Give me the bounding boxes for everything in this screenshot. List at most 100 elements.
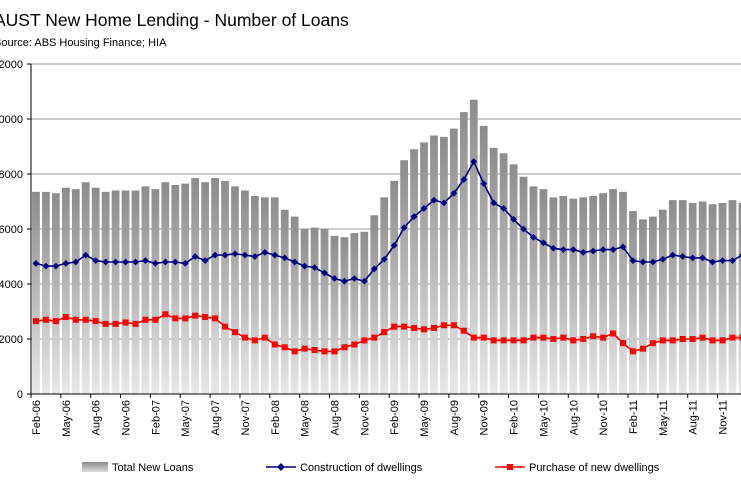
bar-total-new-loans bbox=[678, 200, 687, 394]
bar-total-new-loans bbox=[221, 180, 229, 394]
point-purchase-of-new-dwellings bbox=[381, 329, 388, 336]
point-purchase-of-new-dwellings bbox=[222, 323, 229, 330]
x-tick-label: May-08 bbox=[300, 400, 312, 437]
point-construction-of-dwellings bbox=[122, 258, 129, 266]
bar-total-new-loans bbox=[410, 149, 418, 394]
point-construction-of-dwellings bbox=[211, 251, 219, 259]
point-purchase-of-new-dwellings bbox=[371, 334, 378, 341]
point-purchase-of-new-dwellings bbox=[202, 314, 209, 320]
bar-total-new-loans bbox=[51, 193, 60, 394]
x-tick-label: Feb-10 bbox=[509, 400, 521, 435]
bar-total-new-loans bbox=[61, 187, 70, 394]
point-construction-of-dwellings bbox=[559, 246, 567, 254]
point-construction-of-dwellings bbox=[191, 253, 199, 260]
point-purchase-of-new-dwellings bbox=[52, 318, 59, 325]
bar-total-new-loans bbox=[499, 153, 508, 394]
point-construction-of-dwellings bbox=[331, 275, 338, 282]
point-purchase-of-new-dwellings bbox=[590, 333, 597, 340]
point-construction-of-dwellings bbox=[261, 248, 269, 256]
point-purchase-of-new-dwellings bbox=[42, 316, 49, 323]
point-construction-of-dwellings bbox=[281, 254, 289, 262]
bar-total-new-loans bbox=[539, 189, 548, 394]
y-tick-label: 6000 bbox=[0, 224, 23, 236]
bar-total-new-loans bbox=[81, 182, 90, 394]
point-purchase-of-new-dwellings bbox=[719, 337, 726, 344]
bar-total-new-loans bbox=[121, 190, 130, 394]
bar-total-new-loans bbox=[131, 190, 140, 394]
bar-total-new-loans bbox=[708, 204, 717, 394]
point-purchase-of-new-dwellings bbox=[510, 337, 517, 344]
y-tick-label: 4000 bbox=[0, 279, 23, 291]
point-construction-of-dwellings bbox=[669, 251, 677, 259]
point-purchase-of-new-dwellings bbox=[361, 337, 368, 344]
point-construction-of-dwellings bbox=[569, 246, 577, 254]
point-purchase-of-new-dwellings bbox=[709, 337, 716, 344]
point-purchase-of-new-dwellings bbox=[182, 315, 189, 322]
point-purchase-of-new-dwellings bbox=[440, 322, 447, 329]
bar-total-new-loans bbox=[32, 191, 40, 394]
point-purchase-of-new-dwellings bbox=[231, 329, 238, 336]
y-tick-label: 8000 bbox=[0, 169, 23, 181]
point-construction-of-dwellings bbox=[271, 251, 279, 259]
bar-total-new-loans bbox=[440, 136, 448, 394]
point-construction-of-dwellings bbox=[500, 204, 508, 212]
y-tick-label: 2000 bbox=[0, 334, 23, 346]
bar-total-new-loans bbox=[688, 202, 697, 394]
point-construction-of-dwellings bbox=[480, 180, 488, 188]
bar-total-new-loans bbox=[449, 128, 458, 394]
point-construction-of-dwellings bbox=[450, 189, 458, 197]
bar-total-new-loans bbox=[201, 182, 210, 394]
point-construction-of-dwellings bbox=[410, 213, 418, 221]
point-purchase-of-new-dwellings bbox=[490, 337, 497, 344]
point-construction-of-dwellings bbox=[132, 258, 139, 266]
point-construction-of-dwellings bbox=[231, 250, 239, 258]
point-construction-of-dwellings bbox=[659, 255, 667, 263]
point-purchase-of-new-dwellings bbox=[629, 348, 636, 355]
point-construction-of-dwellings bbox=[390, 242, 398, 249]
bar-total-new-loans bbox=[569, 198, 578, 394]
bar-total-new-loans bbox=[340, 237, 349, 394]
x-tick-label: May-10 bbox=[538, 400, 550, 437]
legend-swatch-total-new-loans bbox=[82, 462, 108, 472]
x-tick-label: Nov-06 bbox=[121, 400, 133, 435]
bar-total-new-loans bbox=[609, 189, 617, 394]
line-series bbox=[32, 158, 741, 355]
point-construction-of-dwellings bbox=[540, 239, 547, 247]
point-purchase-of-new-dwellings bbox=[649, 340, 656, 347]
point-purchase-of-new-dwellings bbox=[401, 323, 408, 330]
point-construction-of-dwellings bbox=[609, 246, 617, 254]
point-construction-of-dwellings bbox=[629, 257, 637, 265]
x-tick-label: Aug-09 bbox=[449, 400, 461, 435]
bar-total-new-loans bbox=[111, 190, 120, 394]
point-construction-of-dwellings bbox=[729, 257, 736, 265]
bar-total-new-loans bbox=[211, 178, 219, 394]
point-purchase-of-new-dwellings bbox=[460, 327, 467, 334]
point-construction-of-dwellings bbox=[380, 255, 388, 263]
bar-total-new-loans bbox=[629, 211, 637, 394]
bar-total-new-loans bbox=[141, 186, 150, 394]
x-tick-label: May-06 bbox=[61, 400, 73, 437]
point-purchase-of-new-dwellings bbox=[112, 320, 119, 327]
point-purchase-of-new-dwellings bbox=[72, 316, 79, 323]
bar-total-new-loans bbox=[350, 233, 359, 394]
point-purchase-of-new-dwellings bbox=[659, 337, 666, 344]
bar-total-new-loans bbox=[171, 185, 180, 394]
bar-total-new-loans bbox=[330, 235, 339, 394]
x-tick-label: May-09 bbox=[419, 400, 431, 437]
y-tick-label: 10000 bbox=[0, 114, 23, 126]
point-construction-of-dwellings bbox=[82, 251, 90, 259]
point-purchase-of-new-dwellings bbox=[261, 334, 268, 341]
point-construction-of-dwellings bbox=[400, 224, 408, 232]
bar-total-new-loans bbox=[250, 196, 259, 394]
point-construction-of-dwellings bbox=[52, 262, 60, 270]
point-purchase-of-new-dwellings bbox=[172, 315, 179, 322]
legend-marker-construction bbox=[277, 463, 285, 471]
point-construction-of-dwellings bbox=[639, 258, 647, 266]
point-purchase-of-new-dwellings bbox=[351, 341, 358, 348]
bar-total-new-loans bbox=[101, 191, 110, 394]
bar-total-new-loans bbox=[320, 229, 329, 394]
point-construction-of-dwellings bbox=[689, 254, 697, 262]
point-purchase-of-new-dwellings bbox=[470, 334, 477, 341]
point-purchase-of-new-dwellings bbox=[600, 334, 607, 341]
